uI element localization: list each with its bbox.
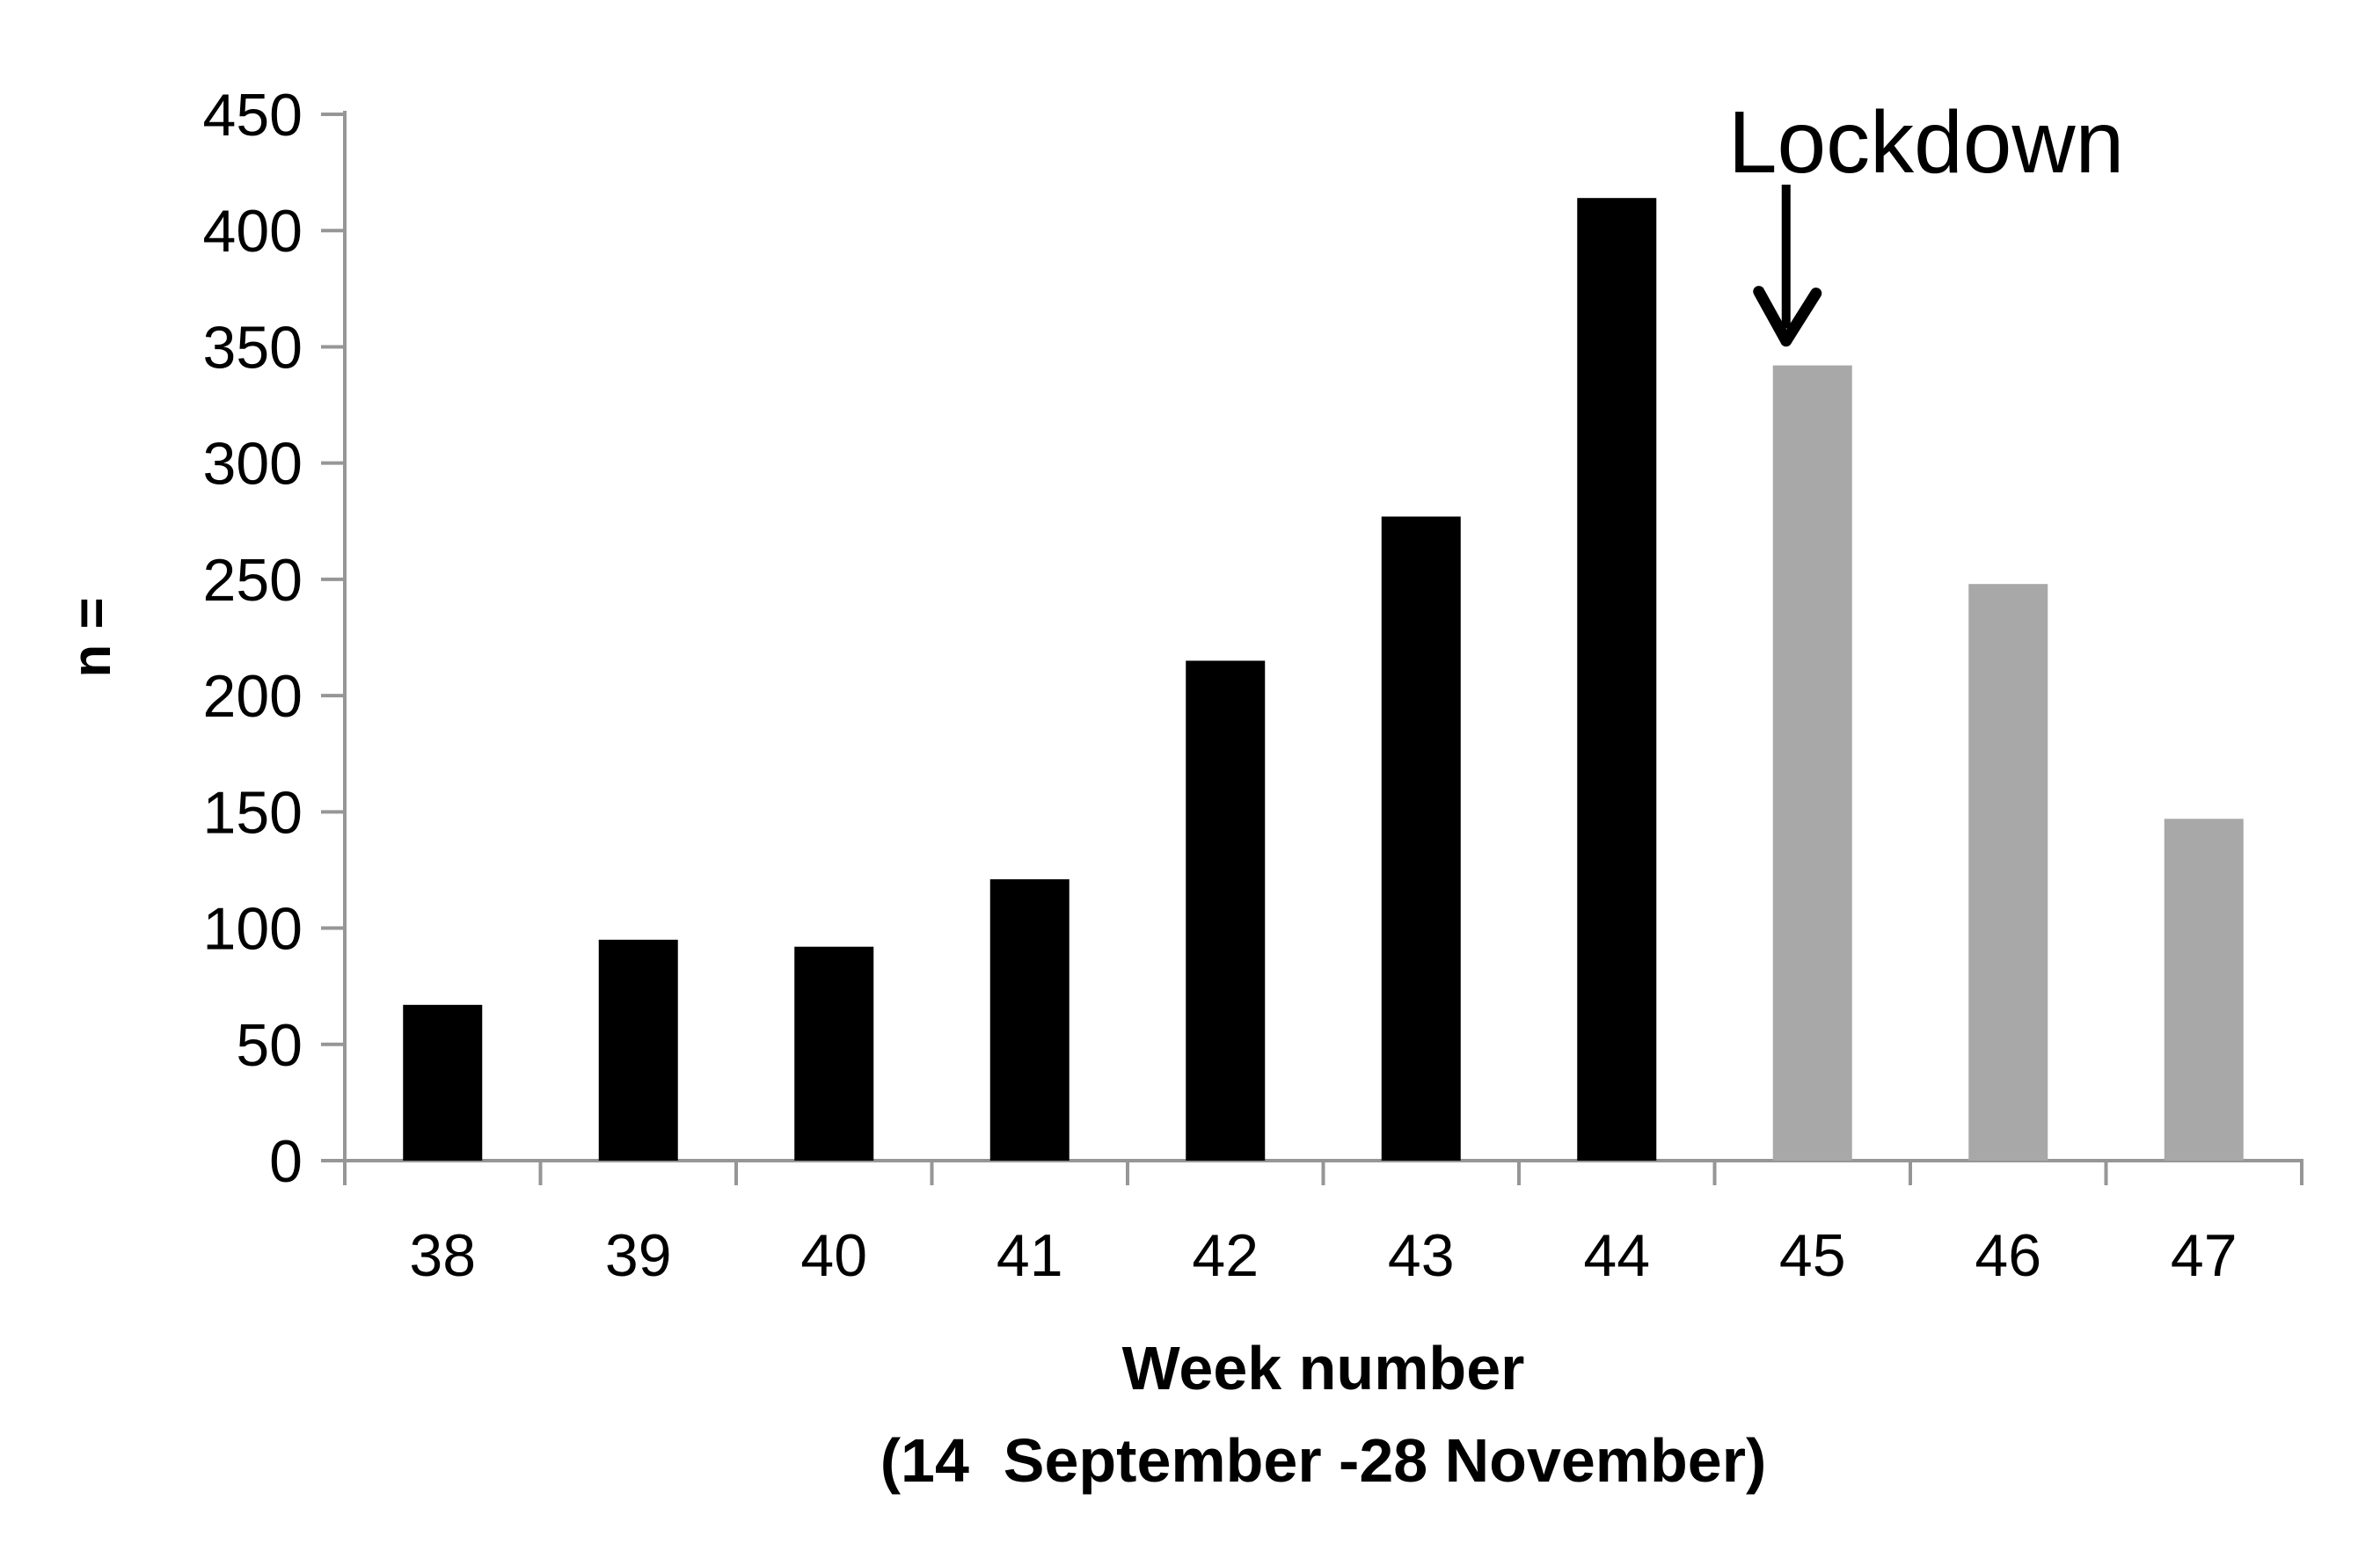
x-tick-label-week-40: 40 [800, 1222, 867, 1289]
y-tick-label-250: 250 [203, 547, 303, 614]
x-tick-label-week-42: 42 [1192, 1222, 1259, 1289]
bar-week-44 [1577, 198, 1657, 1162]
lockdown-arrow-head-right [1780, 288, 1822, 347]
bar-week-45 [1772, 365, 1852, 1162]
x-tick-label-week-47: 47 [2171, 1222, 2238, 1289]
y-tick-label-400: 400 [203, 198, 303, 265]
y-tick-label-50: 50 [236, 1012, 303, 1079]
x-tick-label-week-45: 45 [1779, 1222, 1846, 1289]
lockdown-arrow-head-left [1753, 286, 1792, 347]
bar-week-46 [1968, 584, 2048, 1161]
y-axis-title: n = [62, 597, 122, 678]
lockdown-annotation-label: Lockdown [1727, 93, 2125, 192]
y-tick-label-450: 450 [203, 82, 303, 149]
x-axis-title-line2: (14 September -28 November) [880, 1426, 1767, 1495]
x-tick-label-week-44: 44 [1583, 1222, 1650, 1289]
y-tick-label-0: 0 [269, 1128, 303, 1195]
x-tick-label-week-43: 43 [1388, 1222, 1455, 1289]
y-tick-label-300: 300 [203, 431, 303, 498]
x-tick-label-week-38: 38 [409, 1222, 476, 1289]
y-tick-label-150: 150 [203, 779, 303, 846]
bar-week-38 [403, 1004, 483, 1161]
bar-week-47 [2164, 819, 2244, 1161]
y-tick-label-350: 350 [203, 314, 303, 381]
x-tick-label-week-39: 39 [605, 1222, 672, 1289]
x-axis-title-line1: Week number [1121, 1334, 1525, 1402]
y-tick-label-200: 200 [203, 663, 303, 730]
bar-week-39 [598, 939, 678, 1161]
bar-week-41 [989, 879, 1070, 1161]
bar-week-43 [1381, 516, 1461, 1161]
bar-week-42 [1186, 660, 1266, 1161]
bar-week-40 [794, 946, 874, 1161]
y-tick-label-100: 100 [203, 896, 303, 963]
x-tick-label-week-41: 41 [997, 1222, 1063, 1289]
x-tick-label-week-46: 46 [1975, 1222, 2041, 1289]
